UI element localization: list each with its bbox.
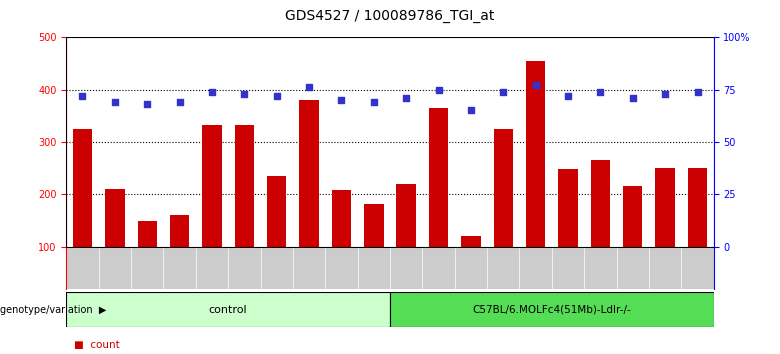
Bar — [332, 190, 351, 247]
Bar — [429, 108, 448, 247]
Point — [626, 95, 639, 101]
Point — [76, 93, 89, 99]
Bar — [105, 189, 125, 247]
Bar — [66, 247, 714, 289]
Bar — [390, 292, 714, 327]
Bar — [137, 222, 157, 247]
Point — [465, 108, 477, 113]
Bar — [396, 184, 416, 247]
Text: C57BL/6.MOLFc4(51Mb)-Ldlr-/-: C57BL/6.MOLFc4(51Mb)-Ldlr-/- — [473, 305, 631, 315]
Point — [367, 99, 380, 105]
Bar — [267, 176, 286, 247]
Bar — [461, 236, 480, 247]
Text: genotype/variation  ▶: genotype/variation ▶ — [0, 305, 106, 315]
Point — [400, 95, 413, 101]
Point — [594, 89, 607, 95]
Bar — [590, 160, 610, 247]
Point — [108, 99, 121, 105]
Bar — [623, 187, 643, 247]
Bar — [300, 100, 319, 247]
Bar — [494, 129, 513, 247]
Point — [303, 85, 315, 90]
Point — [691, 89, 704, 95]
Text: ■  count: ■ count — [74, 340, 120, 350]
Point — [659, 91, 672, 97]
Point — [141, 101, 154, 107]
Point — [206, 89, 218, 95]
Bar — [170, 215, 190, 247]
Point — [562, 93, 574, 99]
Bar — [526, 61, 545, 247]
Point — [497, 89, 509, 95]
Point — [335, 97, 348, 103]
Text: control: control — [209, 305, 247, 315]
Bar — [235, 125, 254, 247]
Bar — [66, 37, 714, 247]
Bar — [688, 168, 707, 247]
Point — [432, 87, 445, 92]
Bar — [558, 169, 578, 247]
Bar — [66, 292, 390, 327]
Bar — [364, 204, 384, 247]
Bar — [655, 168, 675, 247]
Bar — [202, 125, 222, 247]
Point — [271, 93, 283, 99]
Point — [173, 99, 186, 105]
Point — [238, 91, 250, 97]
Text: GDS4527 / 100089786_TGI_at: GDS4527 / 100089786_TGI_at — [285, 9, 495, 23]
Bar — [73, 129, 92, 247]
Point — [530, 82, 542, 88]
